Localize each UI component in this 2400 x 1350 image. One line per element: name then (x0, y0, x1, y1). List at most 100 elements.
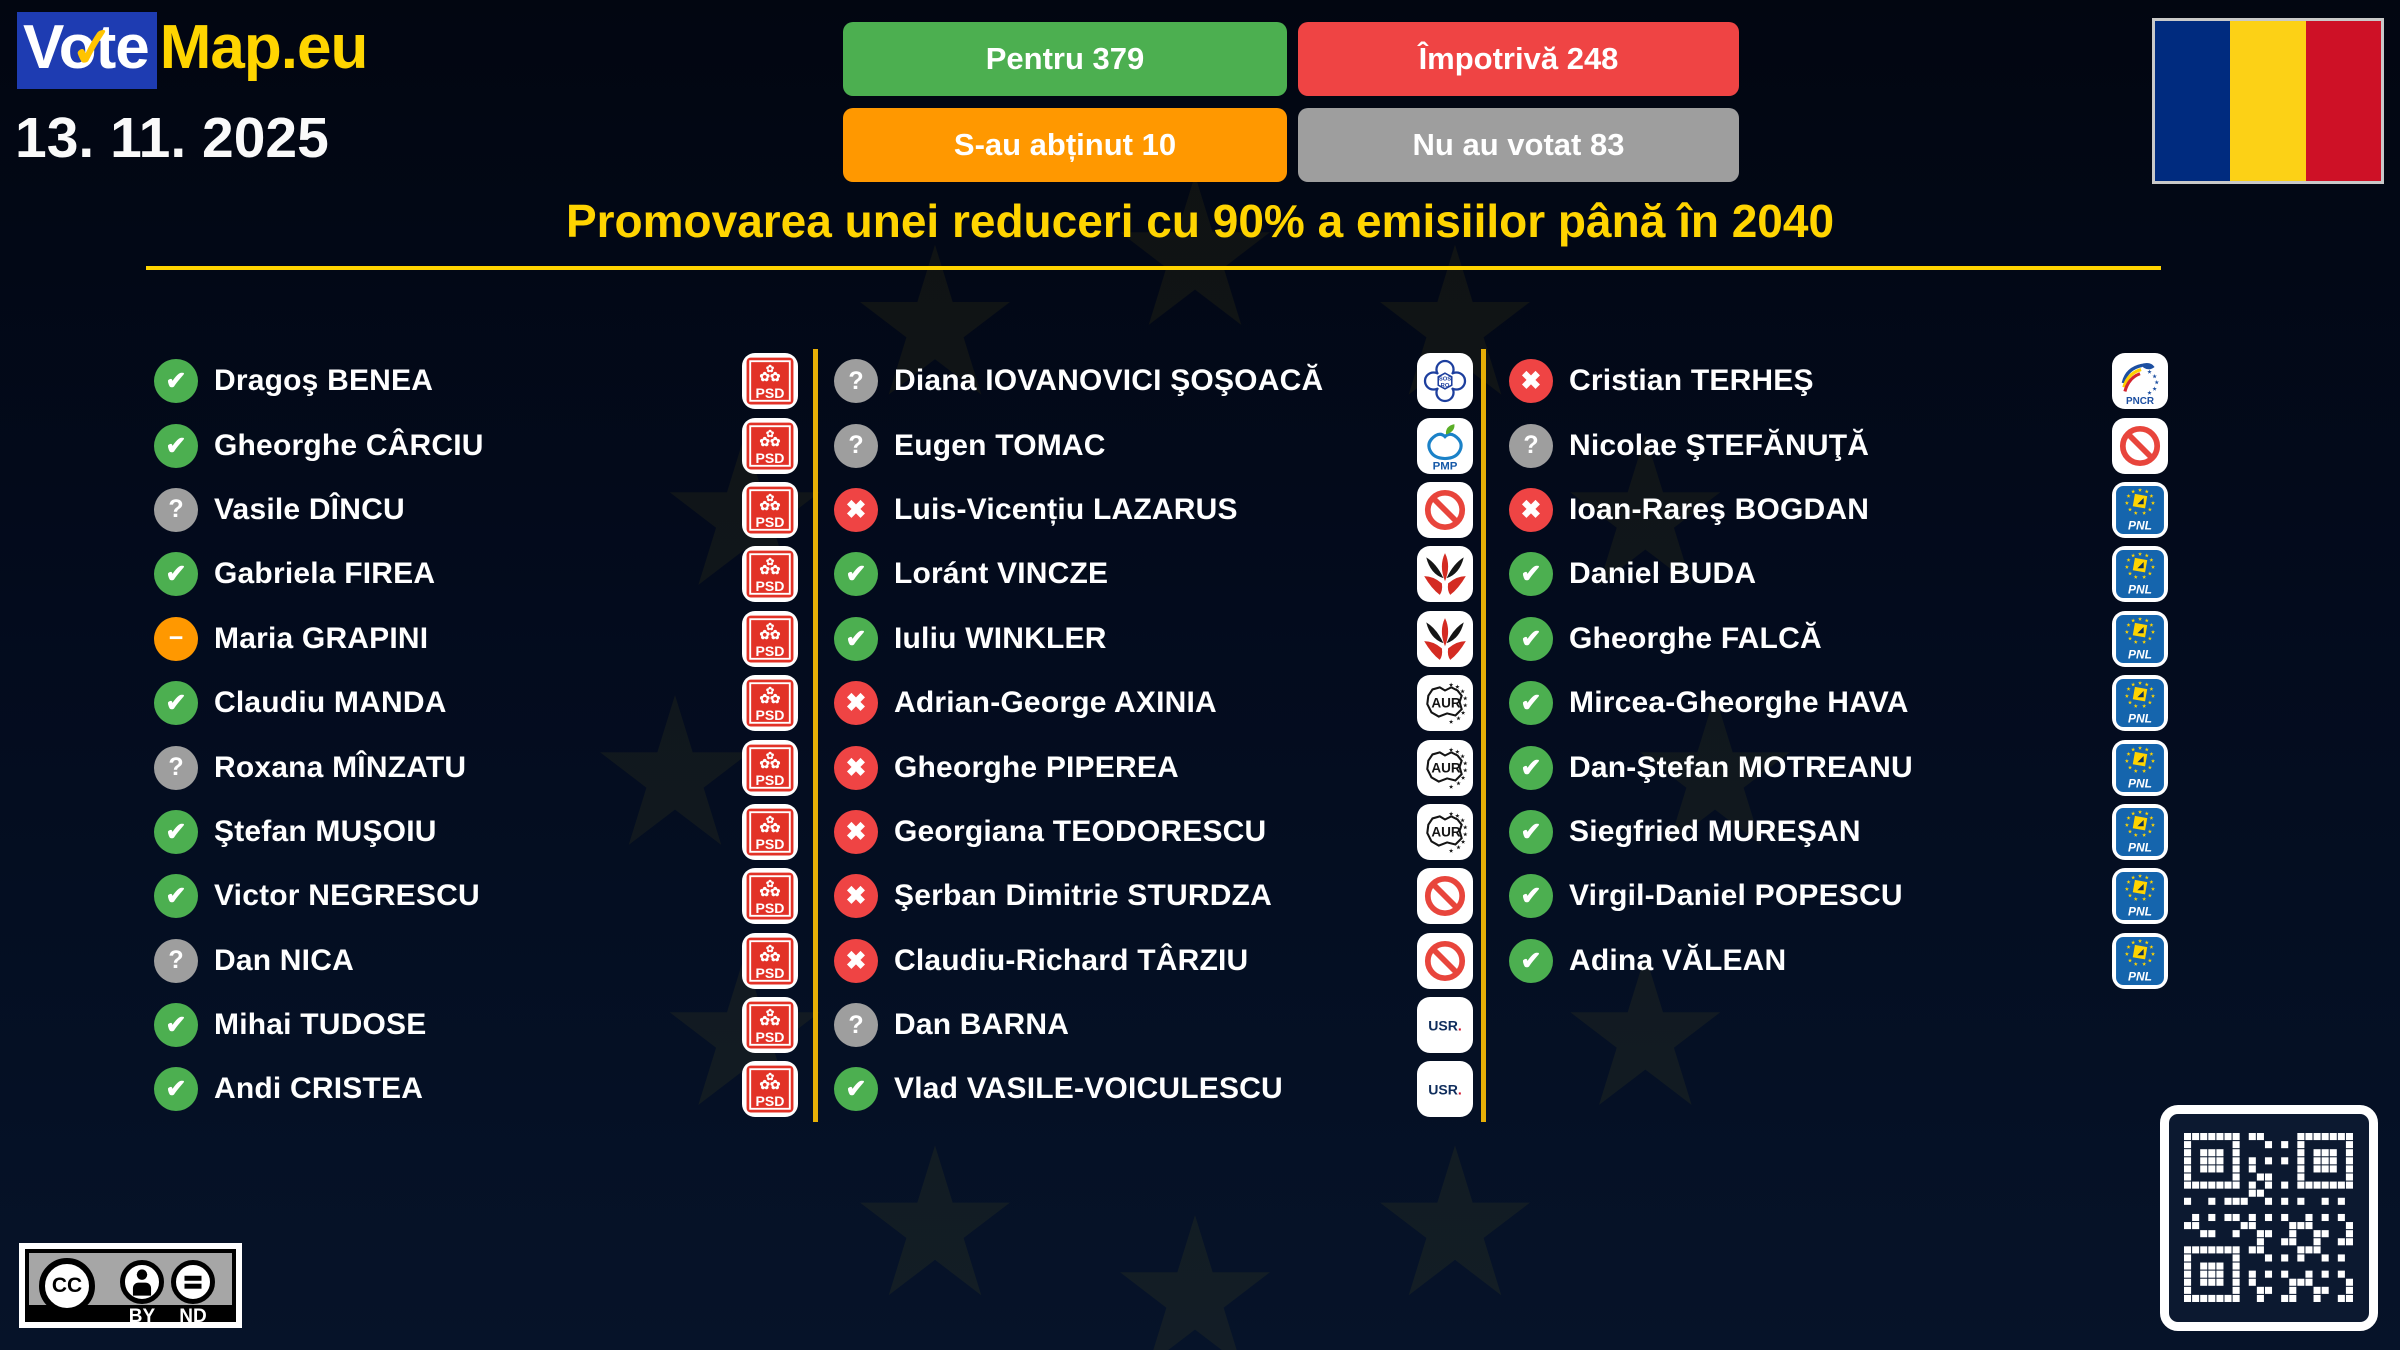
votes-novote-button[interactable]: Nu au votat 83 (1298, 108, 1739, 182)
cc-nd-equals-icon (171, 1260, 215, 1304)
party-logo-udmr (1417, 546, 1473, 603)
mep-row: ✔ Adina VĂLEAN ★ ★ ★ ★ ★ ★ ★ ★ ★ ★ ★ PNL (1509, 929, 2168, 993)
svg-text:★: ★ (2131, 875, 2136, 880)
svg-text:✿✿: ✿✿ (760, 1014, 781, 1028)
svg-text:★: ★ (2138, 487, 2143, 492)
party-logo-ind (2112, 417, 2168, 474)
title-underline (146, 266, 2161, 270)
party-logo-pnl: ★ ★ ★ ★ ★ ★ ★ ★ ★ ★ ★ PNL (2112, 868, 2168, 925)
mep-row: ✖ Cristian TERHEŞ ★ ★ ★ ★ ★ PNCR (1509, 349, 2168, 413)
mep-name: Nicolae ŞTEFĂNUŢĂ (1569, 428, 1870, 462)
mep-name: Claudiu MANDA (214, 686, 447, 720)
vote-unknown-icon: ? (154, 938, 198, 983)
svg-text:★: ★ (1455, 813, 1460, 819)
logo-vote-text: Vote (17, 12, 157, 89)
svg-text:★: ★ (2134, 833, 2139, 838)
svg-text:✿✿: ✿✿ (760, 821, 781, 835)
svg-text:PSD: PSD (756, 707, 785, 723)
svg-text:★: ★ (2145, 875, 2150, 880)
svg-text:★: ★ (2125, 887, 2130, 892)
mep-name: Dan BARNA (894, 1008, 1070, 1042)
party-logo-pnl: ★ ★ ★ ★ ★ ★ ★ ★ ★ ★ ★ PNL (2112, 675, 2168, 732)
svg-text:✿✿: ✿✿ (760, 1078, 781, 1092)
party-logo-psd: ✿ ✿✿ PSD (742, 1061, 798, 1118)
svg-text:★: ★ (2142, 897, 2147, 902)
svg-text:★: ★ (2149, 493, 2154, 498)
svg-text:★: ★ (2131, 489, 2136, 494)
mep-name: Siegfried MUREŞAN (1569, 814, 1861, 848)
mep-name: Maria GRAPINI (214, 621, 429, 655)
svg-text:★: ★ (2126, 944, 2131, 949)
vote-against-icon: ✖ (834, 874, 878, 919)
svg-text:★: ★ (2126, 558, 2131, 563)
logo-map-text: Map.eu (159, 13, 369, 82)
svg-text:★: ★ (2131, 682, 2136, 687)
svg-text:★: ★ (2149, 944, 2154, 949)
svg-text:PSD: PSD (756, 965, 785, 981)
svg-text:★: ★ (1460, 818, 1465, 824)
cc-by-label: BY (128, 1306, 156, 1327)
svg-text:★: ★ (2151, 565, 2156, 570)
vote-against-icon: ✖ (834, 681, 878, 726)
vote-for-icon: ✔ (154, 809, 198, 854)
mep-name: Mircea-Gheorghe HAVA (1569, 686, 1909, 720)
svg-text:PNL: PNL (2128, 583, 2152, 597)
svg-text:★: ★ (2134, 511, 2139, 516)
svg-text:★: ★ (2142, 639, 2147, 644)
party-logo-pnl: ★ ★ ★ ★ ★ ★ ★ ★ ★ ★ ★ PNL (2112, 481, 2168, 538)
svg-text:★: ★ (2126, 622, 2131, 627)
svg-text:★: ★ (2155, 380, 2160, 386)
party-logo-aur: AUR ★ ★ ★ ★ ★ ★ ★ ★ (1417, 675, 1473, 732)
mep-name: Gabriela FIREA (214, 557, 436, 591)
svg-text:★: ★ (1463, 760, 1468, 766)
mep-row: ✔ Gabriela FIREA ✿ ✿✿ PSD (154, 542, 798, 606)
mep-row: ✔ Claudiu MANDA ✿ ✿✿ PSD (154, 671, 798, 735)
svg-text:PSD: PSD (756, 836, 785, 852)
svg-text:★: ★ (2152, 387, 2157, 393)
svg-text:★: ★ (2126, 751, 2131, 756)
svg-text:★: ★ (1449, 811, 1454, 817)
svg-text:✿✿: ✿✿ (760, 370, 781, 384)
svg-text:★: ★ (1460, 754, 1465, 760)
svg-text:★: ★ (2134, 768, 2139, 773)
svg-text:★: ★ (1449, 682, 1454, 688)
svg-text:★: ★ (1449, 848, 1454, 854)
mep-row: ✔ Mihai TUDOSE ✿ ✿✿ PSD (154, 993, 798, 1057)
svg-text:★: ★ (2131, 940, 2136, 945)
svg-text:★: ★ (2145, 746, 2150, 751)
mep-name: Ioan-Rareş BOGDAN (1569, 492, 1870, 526)
flag-stripe-blue (2155, 21, 2231, 181)
site-logo[interactable]: Vote Map.eu ✓ (17, 12, 369, 89)
mep-row: ✖ Adrian-George AXINIA AUR ★ ★ ★ ★ ★ ★ ★ ★ (834, 671, 1473, 735)
mep-name: Dragoş BENEA (214, 364, 434, 398)
svg-text:★: ★ (2151, 951, 2156, 956)
svg-text:PSD: PSD (756, 1029, 785, 1045)
mep-row: ✖ Ioan-Rareş BOGDAN ★ ★ ★ ★ ★ ★ ★ ★ ★ ★ ★ PNL (1509, 478, 2168, 542)
svg-text:PSD: PSD (756, 579, 785, 595)
votes-for-button[interactable]: Pentru 379 (843, 22, 1287, 96)
qr-code-pattern (2184, 1133, 2353, 1302)
votes-abstained-button[interactable]: S-au abținut 10 (843, 108, 1287, 182)
svg-text:★: ★ (2149, 751, 2154, 756)
mep-column-3: ✖ Cristian TERHEŞ ★ ★ ★ ★ ★ PNCR ? Nicolae Ş… (1486, 349, 2170, 1122)
svg-text:PNCR: PNCR (2126, 396, 2154, 406)
mep-lists: ✔ Dragoş BENEA ✿ ✿✿ PSD ✔ Gheorghe CÂRCIU… (150, 349, 2170, 1122)
svg-text:PSD: PSD (756, 514, 785, 530)
svg-text:★: ★ (2128, 700, 2133, 705)
mep-row: ? Roxana MÎNZATU ✿ ✿✿ PSD (154, 735, 798, 799)
svg-text:★: ★ (2145, 489, 2150, 494)
svg-text:★: ★ (2128, 829, 2133, 834)
vote-against-icon: ✖ (834, 487, 878, 532)
vote-unknown-icon: ? (154, 487, 198, 532)
vote-for-icon: ✔ (154, 1067, 198, 1112)
vote-for-icon: ✔ (154, 681, 198, 726)
svg-text:✿: ✿ (766, 944, 775, 955)
votes-against-button[interactable]: Împotrivă 248 (1298, 22, 1739, 96)
svg-text:✿: ✿ (766, 622, 775, 633)
svg-text:PSD: PSD (756, 450, 785, 466)
svg-text:PSD: PSD (756, 643, 785, 659)
svg-text:★: ★ (1463, 703, 1468, 709)
vote-against-icon: ✖ (1509, 359, 1553, 404)
svg-text:PNL: PNL (2128, 518, 2152, 532)
svg-text:★: ★ (2128, 507, 2133, 512)
